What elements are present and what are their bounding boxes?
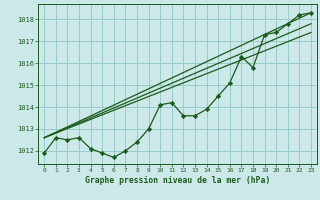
X-axis label: Graphe pression niveau de la mer (hPa): Graphe pression niveau de la mer (hPa): [85, 176, 270, 185]
